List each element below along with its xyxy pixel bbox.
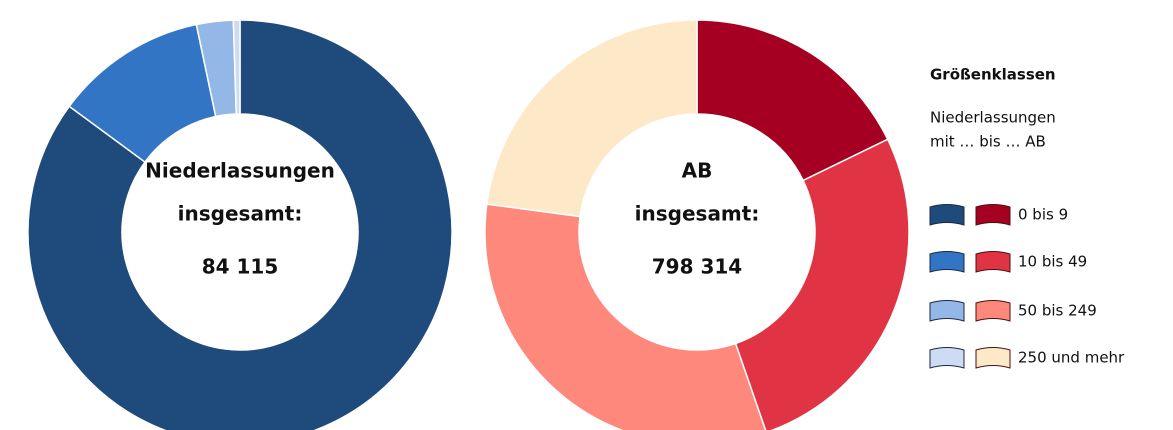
legend-label: 10 bis 49 <box>1018 253 1087 271</box>
center-label: insgesamt: <box>635 202 760 226</box>
donut-segment <box>232 19 241 115</box>
legend-swatch <box>975 204 1011 226</box>
donut-segment <box>486 19 698 218</box>
legend-swatch <box>929 347 965 369</box>
legend-note: Niederlassungen <box>930 109 1056 127</box>
legend-note: mit … bis … AB <box>930 133 1046 151</box>
legend-label: 0 bis 9 <box>1018 206 1068 224</box>
legend-swatch <box>975 300 1011 322</box>
legend-swatch <box>929 204 965 226</box>
legend-label: 250 und mehr <box>1018 349 1125 367</box>
donut-segment <box>27 19 453 430</box>
center-label: insgesamt: <box>178 202 303 226</box>
center-label: AB <box>682 159 713 183</box>
legend-swatch <box>975 347 1011 369</box>
donut-segment <box>696 19 889 182</box>
donut-segment <box>734 138 910 430</box>
center-label: Niederlassungen <box>145 159 335 183</box>
legend-label: 50 bis 249 <box>1018 302 1097 320</box>
donut-segment <box>484 203 767 430</box>
legend-swatch <box>929 251 965 273</box>
center-total: 84 115 <box>202 255 279 279</box>
legend-title: Größenklassen <box>930 66 1056 84</box>
legend-swatch <box>929 300 965 322</box>
legend-swatch <box>975 251 1011 273</box>
center-total: 798 314 <box>652 255 742 279</box>
